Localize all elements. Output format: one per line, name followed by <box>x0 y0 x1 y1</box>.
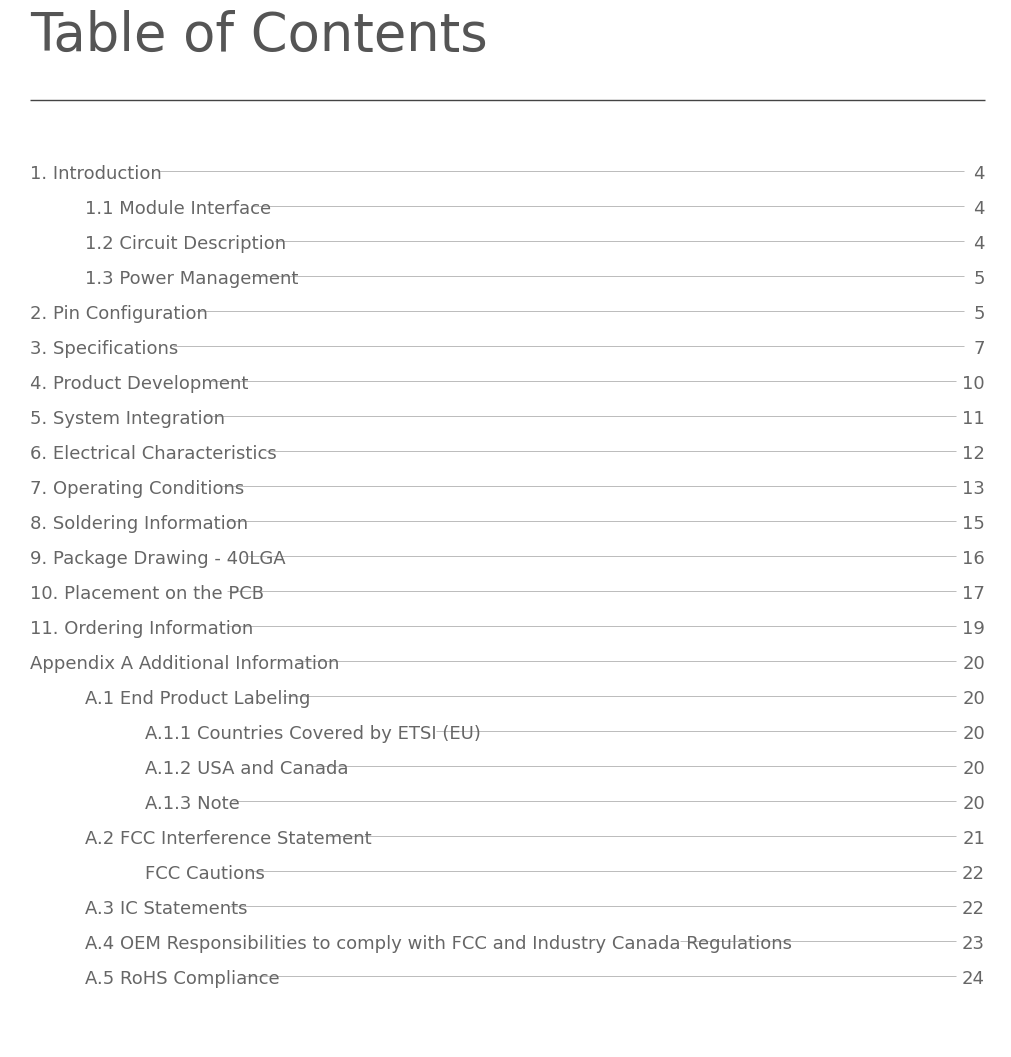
Text: 5: 5 <box>974 305 985 323</box>
Text: 16: 16 <box>962 550 985 568</box>
Text: 20: 20 <box>962 760 985 778</box>
Text: A.3 IC Statements: A.3 IC Statements <box>85 900 248 917</box>
Text: 1.3 Power Management: 1.3 Power Management <box>85 270 298 288</box>
Text: 22: 22 <box>962 900 985 917</box>
Text: 20: 20 <box>962 795 985 813</box>
Text: 19: 19 <box>962 620 985 638</box>
Text: A.5 RoHS Compliance: A.5 RoHS Compliance <box>85 970 280 988</box>
Text: A.2 FCC Interference Statement: A.2 FCC Interference Statement <box>85 830 372 848</box>
Text: 15: 15 <box>962 515 985 533</box>
Text: 17: 17 <box>962 585 985 602</box>
Text: 3. Specifications: 3. Specifications <box>30 340 178 358</box>
Text: 1.1 Module Interface: 1.1 Module Interface <box>85 200 271 218</box>
Text: 5. System Integration: 5. System Integration <box>30 410 225 428</box>
Text: 23: 23 <box>962 935 985 953</box>
Text: 21: 21 <box>962 830 985 848</box>
Text: 22: 22 <box>962 865 985 883</box>
Text: 20: 20 <box>962 725 985 743</box>
Text: A.1.2 USA and Canada: A.1.2 USA and Canada <box>145 760 349 778</box>
Text: 4: 4 <box>974 235 985 253</box>
Text: 2. Pin Configuration: 2. Pin Configuration <box>30 305 208 323</box>
Text: 10: 10 <box>962 375 985 393</box>
Text: A.1.1 Countries Covered by ETSI (EU): A.1.1 Countries Covered by ETSI (EU) <box>145 725 481 743</box>
Text: 12: 12 <box>962 445 985 463</box>
Text: 7: 7 <box>974 340 985 358</box>
Text: 4. Product Development: 4. Product Development <box>30 375 249 393</box>
Text: 4: 4 <box>974 165 985 183</box>
Text: 11. Ordering Information: 11. Ordering Information <box>30 620 253 638</box>
Text: 9. Package Drawing - 40LGA: 9. Package Drawing - 40LGA <box>30 550 286 568</box>
Text: 6. Electrical Characteristics: 6. Electrical Characteristics <box>30 445 277 463</box>
Text: 10. Placement on the PCB: 10. Placement on the PCB <box>30 585 264 602</box>
Text: FCC Cautions: FCC Cautions <box>145 865 265 883</box>
Text: 4: 4 <box>974 200 985 218</box>
Text: 20: 20 <box>962 655 985 673</box>
Text: Table of Contents: Table of Contents <box>30 10 487 62</box>
Text: 24: 24 <box>962 970 985 988</box>
Text: A.4 OEM Responsibilities to comply with FCC and Industry Canada Regulations: A.4 OEM Responsibilities to comply with … <box>85 935 792 953</box>
Text: 11: 11 <box>962 410 985 428</box>
Text: 20: 20 <box>962 690 985 708</box>
Text: 7. Operating Conditions: 7. Operating Conditions <box>30 480 245 498</box>
Text: 8. Soldering Information: 8. Soldering Information <box>30 515 248 533</box>
Text: A.1 End Product Labeling: A.1 End Product Labeling <box>85 690 310 708</box>
Text: A.1.3 Note: A.1.3 Note <box>145 795 240 813</box>
Text: 13: 13 <box>962 480 985 498</box>
Text: Appendix A Additional Information: Appendix A Additional Information <box>30 655 340 673</box>
Text: 1.2 Circuit Description: 1.2 Circuit Description <box>85 235 286 253</box>
Text: 1. Introduction: 1. Introduction <box>30 165 162 183</box>
Text: 5: 5 <box>974 270 985 288</box>
